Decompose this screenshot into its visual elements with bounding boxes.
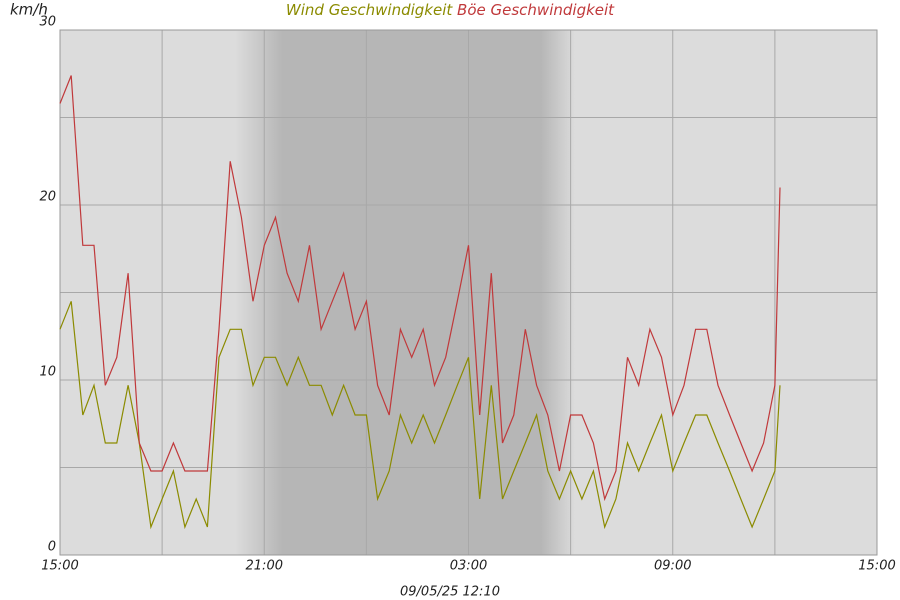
footer-date: 09/05/25 12:10 <box>400 585 500 600</box>
series-line <box>59 301 781 530</box>
x-tick-label: 15:00 <box>41 559 78 574</box>
chart-title: Wind Geschwindigkeit Böe Geschwindigkeit <box>286 1 615 19</box>
title-gust: Böe Geschwindigkeit <box>457 1 615 19</box>
y-tick-label: 10 <box>39 365 56 380</box>
y-tick-label: 20 <box>39 190 56 205</box>
x-tick-label: 09:00 <box>654 559 691 574</box>
x-tick-label: 21:00 <box>246 559 283 574</box>
x-tick-label: 03:00 <box>450 559 487 574</box>
title-wind: Wind Geschwindigkeit <box>286 1 453 19</box>
y-axis-label: km/h <box>10 1 48 19</box>
y-tick-label: 0 <box>48 540 56 555</box>
plot-frame <box>59 29 878 556</box>
x-tick-label: 15:00 <box>858 559 895 574</box>
y-tick-label: 30 <box>39 15 56 30</box>
series-line <box>59 75 781 502</box>
